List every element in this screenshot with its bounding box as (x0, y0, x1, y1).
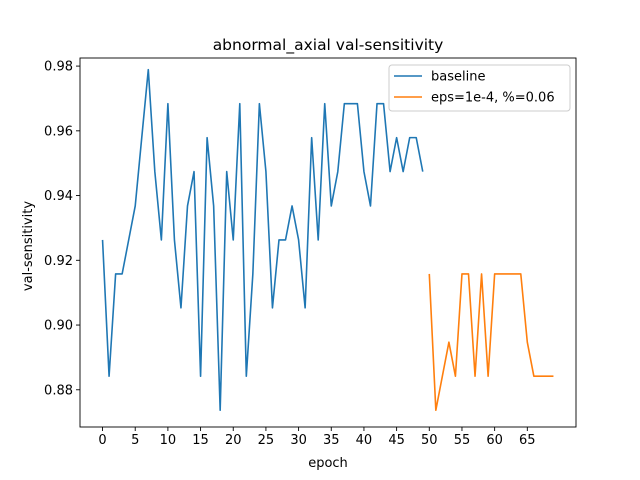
series-line-1 (101, 68, 424, 411)
y-tick-label: 0.92 (44, 254, 73, 269)
chart-title: abnormal_axial val-sensitivity (213, 36, 444, 55)
x-tick-label: 55 (454, 433, 471, 448)
x-tick-label: 35 (323, 433, 340, 448)
axes-frame (79, 57, 577, 428)
x-tick-label: 20 (225, 433, 242, 448)
y-tick-label: 0.90 (44, 319, 73, 334)
legend-box (388, 64, 571, 112)
x-tick-label: 60 (486, 433, 503, 448)
x-axis-label: epoch (308, 456, 348, 471)
y-tick-label: 0.88 (44, 383, 73, 398)
x-tick-label: 5 (131, 433, 139, 448)
x-tick-label: 40 (356, 433, 373, 448)
x-tick-label: 30 (290, 433, 307, 448)
x-tick-label: 10 (160, 433, 177, 448)
x-tick-label: 0 (98, 433, 106, 448)
y-tick-label: 0.96 (44, 124, 73, 139)
x-tick-label: 15 (192, 433, 209, 448)
y-axis-label: val-sensitivity (21, 201, 36, 291)
x-tick-label: 45 (388, 433, 405, 448)
y-tick-label: 0.98 (44, 60, 73, 75)
x-tick-label: 25 (258, 433, 275, 448)
x-tick-label: 50 (421, 433, 438, 448)
legend-label-2: eps=1e-4, %=0.06 (431, 91, 555, 106)
y-tick-label: 0.94 (44, 189, 73, 204)
legend: baseline eps=1e-4, %=0.06 (388, 64, 571, 112)
x-tick-label: 65 (519, 433, 536, 448)
series-line-2 (428, 273, 554, 411)
legend-label-1: baseline (431, 70, 485, 85)
plot-area: 0 5 10 15 20 25 30 35 40 45 50 55 60 65 0.88 0.90 0.92 0.… (44, 57, 577, 448)
